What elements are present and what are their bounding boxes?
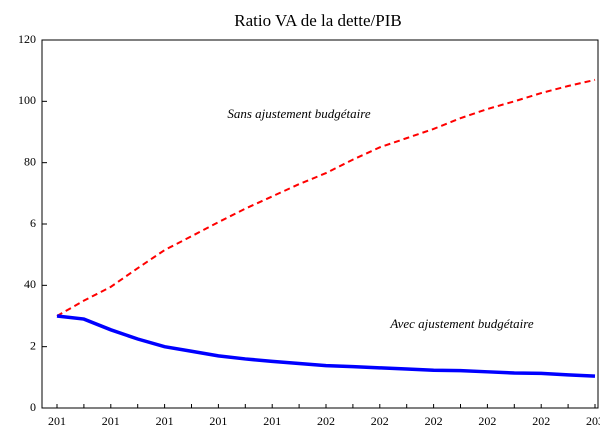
y-tick-label: 0 — [30, 400, 36, 414]
x-tick-label: 202 — [532, 414, 550, 428]
y-tick-label: 2 — [30, 338, 36, 352]
plot-frame — [41, 39, 599, 409]
x-tick-label: 202 — [478, 414, 496, 428]
x-tick-label: 203 — [586, 414, 600, 428]
y-tick-label: 80 — [24, 154, 36, 168]
y-tick-label: 6 — [30, 216, 36, 230]
x-tick-label: 201 — [156, 414, 174, 428]
x-tick-label: 202 — [317, 414, 335, 428]
y-tick-label: 100 — [18, 93, 36, 107]
x-tick-label: 201 — [209, 414, 227, 428]
series-line — [56, 78, 596, 317]
x-tick-label: 201 — [263, 414, 281, 428]
x-tick-label: 201 — [48, 414, 66, 428]
x-tick-label: 202 — [425, 414, 443, 428]
y-tick-label: 40 — [24, 277, 36, 291]
annotation: Sans ajustement budgétaire — [227, 106, 370, 121]
x-tick-label: 201 — [102, 414, 120, 428]
annotation: Avec ajustement budgétaire — [389, 316, 533, 331]
chart-title: Ratio VA de la dette/PIB — [234, 11, 401, 30]
x-tick-label: 202 — [371, 414, 389, 428]
series-line — [56, 314, 596, 378]
y-tick-label: 120 — [18, 32, 36, 46]
